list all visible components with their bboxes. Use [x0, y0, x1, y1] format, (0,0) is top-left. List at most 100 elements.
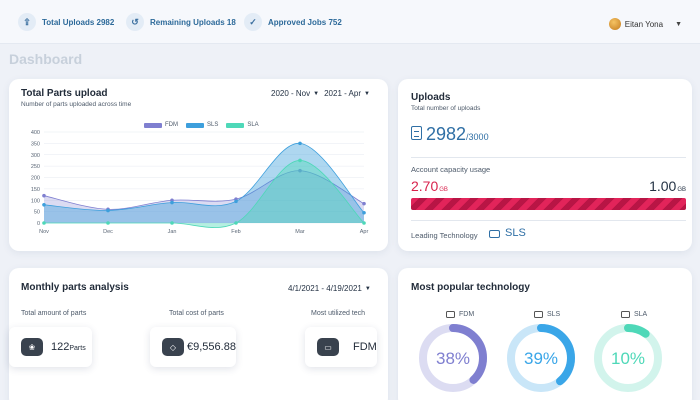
printer-icon: [446, 311, 455, 318]
uploads-subtitle: Total number of uploads: [411, 105, 481, 112]
y-tick-label: 200: [31, 176, 40, 182]
capacity-total: 1.00GB: [649, 178, 686, 194]
uploads-card: [398, 79, 692, 251]
data-point-fdm[interactable]: [42, 193, 46, 198]
data-point-sla[interactable]: [234, 221, 238, 225]
history-icon: ↺: [126, 13, 144, 31]
printer-icon: [621, 311, 630, 318]
x-tick-label: Nov: [39, 229, 49, 235]
leading-tech-label: Leading Technology: [411, 231, 478, 240]
legend-label: FDM: [165, 122, 178, 128]
y-tick-label: 150: [31, 187, 40, 193]
capacity-used: 2.70GB: [411, 178, 448, 194]
tech-name: FDM: [459, 311, 475, 318]
donut-percent-fdm: 38%: [436, 349, 470, 368]
divider: [411, 220, 686, 221]
tech-label-sls: SLS: [534, 311, 560, 318]
data-point-sls[interactable]: [106, 208, 110, 213]
series-area-sls: [44, 143, 364, 223]
data-point-sls[interactable]: [42, 203, 46, 207]
donut-arc-fdm: [419, 324, 487, 392]
tech-name: SLA: [634, 311, 648, 318]
data-point-fdm[interactable]: [362, 201, 366, 206]
x-tick-label: Apr: [360, 229, 369, 235]
legend-item-fdm[interactable]: FDM: [144, 122, 178, 128]
data-point-sls[interactable]: [362, 210, 366, 215]
data-point-sla[interactable]: [298, 158, 302, 163]
y-tick-label: 300: [31, 153, 40, 159]
chevron-down-icon[interactable]: ▼: [364, 285, 371, 292]
parts-upload-card: [9, 79, 388, 251]
donut-percent-sla: 10%: [611, 349, 645, 368]
x-tick-label: Jan: [168, 229, 177, 235]
y-tick-label: 250: [31, 164, 40, 170]
series-area-fdm: [44, 170, 364, 223]
uploads-count: 2982/3000: [426, 124, 489, 145]
page-title: Dashboard: [9, 51, 83, 67]
popular-tech-donuts: 38% 39% 10%: [419, 324, 662, 392]
x-tick-label: Dec: [103, 229, 113, 235]
document-icon: [411, 126, 422, 140]
legend-swatch: [186, 122, 204, 128]
range-to-select[interactable]: 2021 - Apr: [324, 89, 362, 98]
capacity-total-unit: GB: [677, 187, 686, 193]
most-tech-box: ▭ FDM: [305, 327, 377, 367]
parts-icon: ❀: [21, 338, 43, 356]
y-tick-label: 350: [31, 141, 40, 147]
y-tick-label: 100: [31, 198, 40, 204]
donut-arc-sls: [507, 324, 575, 392]
remaining-uploads-stat[interactable]: ↺ Remaining Uploads 18: [126, 13, 236, 31]
capacity-used-unit: GB: [439, 187, 448, 193]
donut-percent-sls: 39%: [524, 349, 558, 368]
check-icon: ✓: [244, 13, 262, 31]
divider: [411, 157, 686, 158]
capacity-total-value: 1.00: [649, 178, 677, 194]
top-bar: ⇪ Total Uploads 2982 ↺ Remaining Uploads…: [0, 0, 700, 44]
data-point-sla[interactable]: [170, 221, 174, 225]
series-line-fdm: [43, 170, 365, 210]
chevron-down-icon[interactable]: ▼: [313, 90, 320, 97]
series-line-sls: [43, 142, 365, 214]
data-point-sls[interactable]: [298, 141, 302, 146]
parts-date-range: 2020 - Nov ▼ 2021 - Apr ▼: [271, 89, 375, 98]
legend-label: SLA: [247, 122, 259, 128]
approved-jobs-stat[interactable]: ✓ Approved Jobs 752: [244, 13, 342, 31]
parts-upload-chart: 0 50 100 150 200 250 300 350 400 Nov Dec Jan Feb Mar A…: [31, 130, 369, 235]
amount-number: 122: [51, 341, 70, 353]
chevron-down-icon[interactable]: ▼: [675, 20, 682, 28]
total-uploads-label: Total Uploads 2982: [42, 17, 115, 27]
printer-icon: ▭: [317, 338, 339, 356]
y-tick-label: 50: [34, 210, 40, 216]
popular-title: Most popular technology: [411, 282, 530, 293]
range-from-select[interactable]: 2020 - Nov: [271, 89, 311, 98]
data-point-fdm[interactable]: [298, 168, 302, 173]
uploads-count-value: 2982: [426, 124, 467, 144]
data-point-sla[interactable]: [362, 221, 366, 225]
uploads-title: Uploads: [411, 92, 451, 103]
legend-swatch: [226, 122, 245, 128]
total-amount-box: ❀ 122Parts: [9, 327, 92, 367]
remaining-uploads-label: Remaining Uploads 18: [150, 17, 236, 27]
monthly-date-range[interactable]: 4/1/2021 - 4/19/2021 ▼: [288, 284, 376, 293]
y-tick-label: 0: [37, 221, 40, 227]
data-point-sls[interactable]: [234, 199, 238, 204]
x-tick-label: Mar: [295, 229, 305, 235]
total-amount-value: 122Parts: [51, 341, 86, 353]
data-point-sls[interactable]: [170, 200, 174, 205]
avatar: [608, 18, 621, 30]
user-menu[interactable]: Eitan Yona ▼: [608, 18, 682, 30]
capacity-progress-bar: [411, 198, 686, 210]
legend-swatch: [144, 122, 162, 128]
legend-item-sla[interactable]: SLA: [226, 122, 259, 128]
y-tick-label: 400: [31, 130, 40, 136]
user-name: Eitan Yona: [624, 19, 664, 29]
uploads-limit: /3000: [466, 132, 489, 142]
chevron-down-icon[interactable]: ▼: [364, 90, 370, 97]
total-uploads-stat[interactable]: ⇪ Total Uploads 2982: [18, 13, 114, 31]
data-point-sla[interactable]: [42, 221, 46, 225]
printer-icon: [489, 230, 500, 238]
amount-unit: Parts: [69, 345, 86, 352]
legend-item-sls[interactable]: SLS: [186, 122, 218, 128]
monthly-range-value: 4/1/2021 - 4/19/2021: [288, 284, 362, 293]
data-point-sla[interactable]: [106, 221, 110, 225]
